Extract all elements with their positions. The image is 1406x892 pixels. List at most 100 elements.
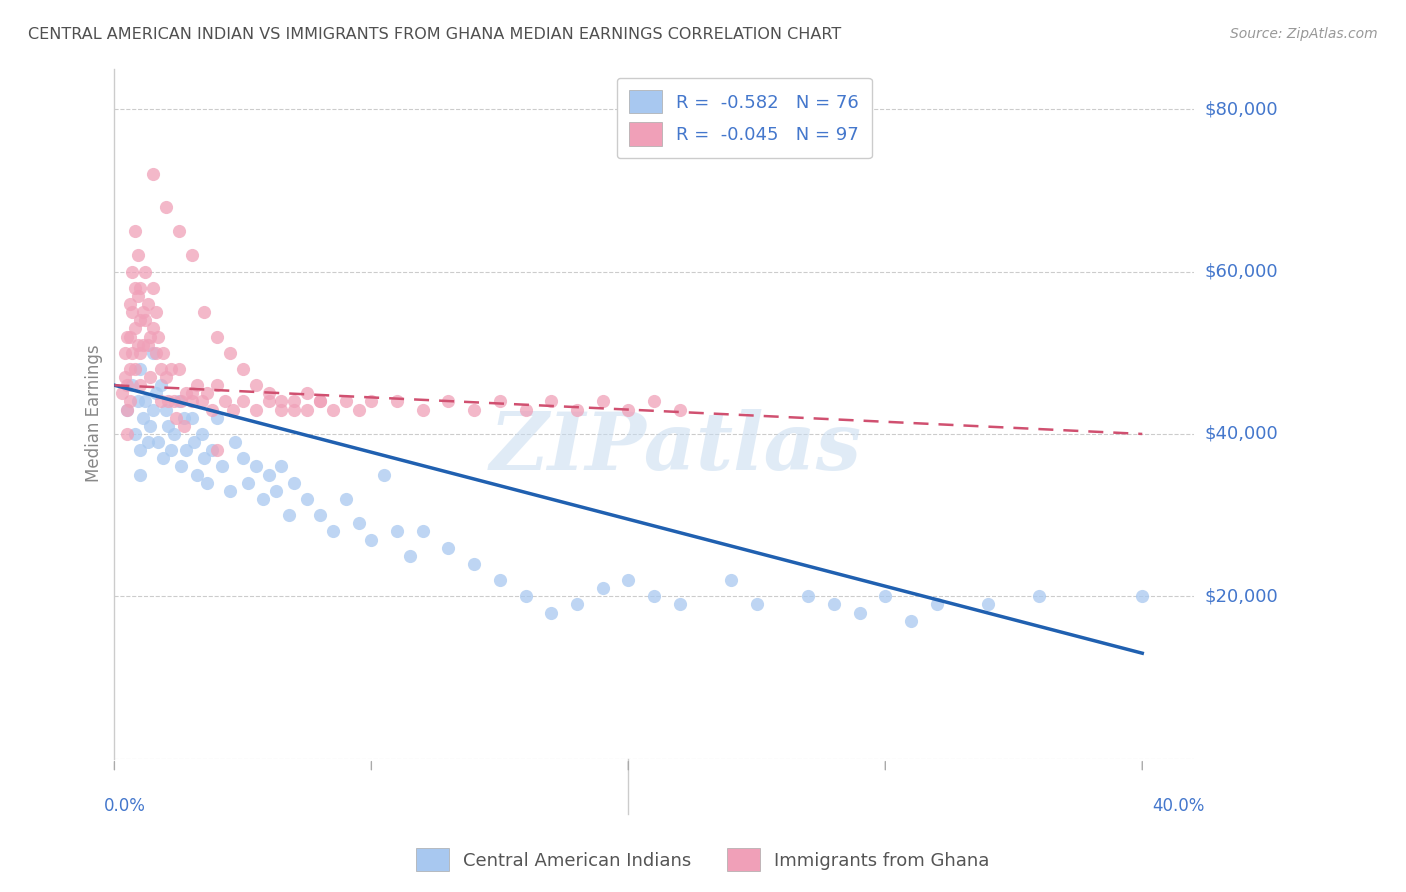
Point (347, 402, 370, 417)
Text: CENTRAL AMERICAN INDIAN VS IMMIGRANTS FROM GHANA MEDIAN EARNINGS CORRELATION CHA: CENTRAL AMERICAN INDIAN VS IMMIGRANTS FR… (28, 27, 841, 42)
Point (515, 402, 537, 417)
Point (176, 386, 198, 401)
Point (186, 467, 208, 482)
Text: ZIPatlas: ZIPatlas (489, 409, 862, 487)
Point (437, 541, 460, 555)
Point (257, 394, 280, 409)
Point (191, 426, 214, 441)
Point (399, 549, 422, 563)
Point (592, 581, 614, 595)
Point (412, 402, 434, 417)
Point (152, 345, 174, 359)
Point (309, 394, 332, 409)
Point (176, 443, 198, 458)
Point (155, 200, 177, 214)
Point (142, 345, 165, 359)
Point (257, 386, 280, 401)
Point (335, 394, 357, 409)
Point (127, 289, 149, 303)
Point (232, 394, 254, 409)
Point (295, 386, 318, 401)
Point (142, 281, 165, 295)
Point (117, 402, 139, 417)
Point (900, 614, 922, 628)
Point (219, 345, 242, 359)
Point (170, 394, 193, 409)
Point (149, 362, 172, 376)
Point (360, 533, 382, 547)
Point (283, 394, 305, 409)
Point (463, 402, 485, 417)
Point (437, 394, 460, 409)
Point (139, 370, 162, 384)
Point (745, 598, 768, 612)
Point (173, 418, 195, 433)
Point (270, 402, 292, 417)
Point (205, 410, 228, 425)
Point (129, 443, 152, 458)
Point (219, 483, 242, 498)
Point (540, 394, 562, 409)
Point (270, 394, 292, 409)
Point (145, 345, 167, 359)
Point (117, 402, 139, 417)
Point (643, 590, 665, 604)
Point (283, 402, 305, 417)
Point (245, 402, 267, 417)
Point (134, 394, 156, 409)
Point (283, 475, 305, 490)
Point (142, 402, 165, 417)
Point (925, 598, 948, 612)
Point (127, 248, 149, 262)
Point (117, 426, 139, 441)
Point (180, 410, 202, 425)
Point (114, 370, 136, 384)
Point (145, 305, 167, 319)
Text: $80,000: $80,000 (1205, 100, 1278, 118)
Point (155, 370, 177, 384)
Point (232, 362, 254, 376)
Point (245, 378, 267, 392)
Point (977, 598, 1000, 612)
Point (111, 386, 134, 401)
Point (278, 508, 301, 523)
Y-axis label: Median Earnings: Median Earnings (86, 345, 103, 483)
Point (131, 305, 153, 319)
Point (129, 313, 152, 327)
Point (295, 402, 318, 417)
Point (211, 459, 233, 474)
Point (118, 329, 141, 343)
Point (617, 402, 640, 417)
Point (129, 467, 152, 482)
Point (191, 394, 214, 409)
Point (129, 281, 152, 295)
Point (360, 394, 382, 409)
Text: 0.0%: 0.0% (104, 797, 145, 814)
Text: $60,000: $60,000 (1205, 262, 1278, 281)
Point (146, 435, 169, 450)
Point (152, 451, 174, 466)
Point (162, 394, 184, 409)
Point (167, 224, 190, 238)
Point (118, 394, 141, 409)
Point (117, 378, 139, 392)
Legend: Central American Indians, Immigrants from Ghana: Central American Indians, Immigrants fro… (409, 841, 997, 879)
Point (309, 508, 332, 523)
Point (1028, 590, 1050, 604)
Point (124, 321, 146, 335)
Point (124, 362, 146, 376)
Point (136, 435, 159, 450)
Point (489, 573, 512, 587)
Point (347, 516, 370, 531)
Point (270, 459, 292, 474)
Point (195, 386, 218, 401)
Point (146, 329, 169, 343)
Point (322, 524, 344, 539)
Point (117, 329, 139, 343)
Legend: R =  -0.582   N = 76, R =  -0.045   N = 97: R = -0.582 N = 76, R = -0.045 N = 97 (617, 78, 872, 158)
Point (385, 524, 408, 539)
Point (134, 313, 156, 327)
Point (309, 394, 332, 409)
Point (668, 402, 690, 417)
Point (515, 590, 537, 604)
